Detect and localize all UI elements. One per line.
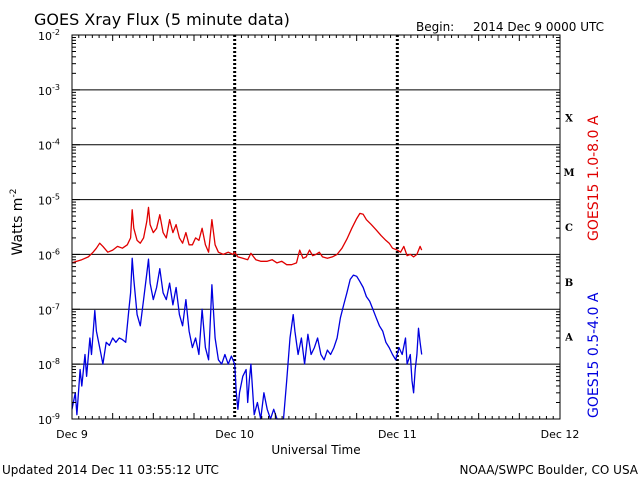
source-credit: NOAA/SWPC Boulder, CO USA: [460, 463, 639, 477]
series-long-channel: [71, 206, 423, 266]
flare-class-label: A: [564, 333, 573, 344]
flare-class-label: X: [565, 113, 573, 124]
y-tick-label: 10-8: [38, 357, 60, 372]
begin-value: 2014 Dec 9 0000 UTC: [473, 20, 604, 34]
series-short-channel: [71, 257, 423, 420]
x-tick-label: Dec 11: [378, 428, 417, 441]
legend-short-channel: GOES15 0.5-4.0 A: [586, 292, 602, 418]
y-tick-label: 10-6: [38, 247, 60, 262]
y-tick-label: 10-7: [38, 302, 60, 317]
y-axis-label: Watts m-2: [9, 189, 26, 256]
chart-title: GOES Xray Flux (5 minute data): [34, 10, 290, 29]
updated-timestamp: Updated 2014 Dec 11 03:55:12 UTC: [2, 463, 219, 477]
legend-long-channel: GOES15 1.0-8.0 A: [586, 115, 602, 241]
flare-class-label: B: [565, 278, 573, 289]
y-tick-label: 10-5: [38, 193, 60, 208]
data-series: [71, 206, 423, 420]
plot-frame: [71, 34, 561, 420]
flare-class-label: C: [565, 223, 573, 234]
y-tick-label: 10-3: [38, 83, 60, 98]
x-tick-label: Dec 10: [215, 428, 254, 441]
y-tick-label: 10-2: [38, 28, 60, 43]
begin-label: Begin:: [416, 20, 454, 34]
y-tick-label: 10-9: [38, 412, 60, 427]
plot-border: [71, 34, 561, 420]
x-axis-label: Universal Time: [271, 443, 360, 457]
x-tick-label: Dec 9: [56, 428, 88, 441]
y-tick-label: 10-4: [38, 138, 60, 153]
x-tick-label: Dec 12: [541, 428, 580, 441]
flare-class-label: M: [563, 168, 574, 179]
